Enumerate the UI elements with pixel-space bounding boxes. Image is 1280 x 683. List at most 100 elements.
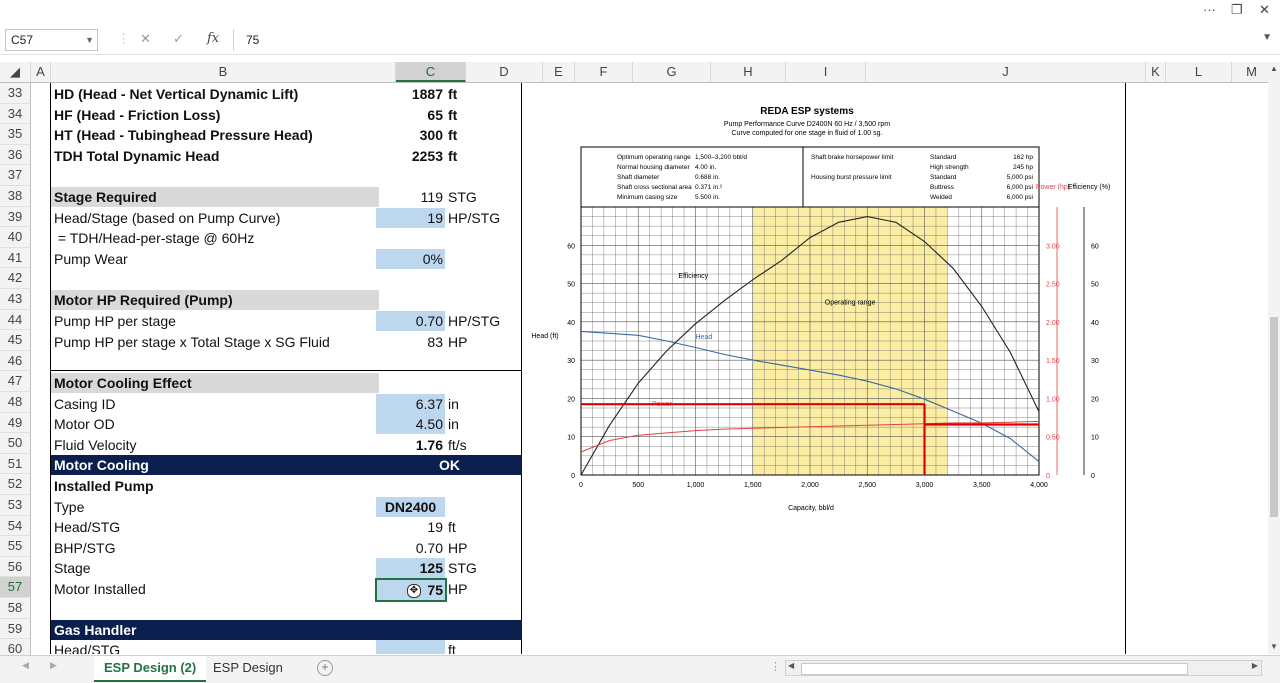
cell-c56[interactable]: 125 [376, 558, 445, 578]
row-header-55[interactable]: 55 [0, 536, 31, 557]
close-window-icon[interactable]: ✕ [1259, 2, 1270, 17]
cell-d49[interactable]: in [448, 416, 459, 432]
column-header-j[interactable]: J [866, 62, 1146, 82]
cell-d48[interactable]: in [448, 396, 459, 412]
expand-formula-icon[interactable]: ▼ [1262, 32, 1272, 43]
enter-icon[interactable]: ✓ [173, 31, 184, 46]
cell-b39[interactable]: Head/Stage (based on Pump Curve) [54, 210, 281, 226]
row-header-53[interactable]: 53 [0, 495, 31, 516]
cell-d50[interactable]: ft/s [448, 437, 467, 453]
cell-b41[interactable]: Pump Wear [54, 251, 128, 267]
cell-b43[interactable]: Motor HP Required (Pump) [51, 290, 379, 310]
row-header-35[interactable]: 35 [0, 124, 31, 145]
cell-b45[interactable]: Pump HP per stage x Total Stage x SG Flu… [54, 334, 330, 350]
cell-d36[interactable]: ft [448, 148, 458, 164]
cell-c60[interactable] [376, 640, 445, 654]
row-header-46[interactable]: 46 [0, 350, 31, 372]
column-header-c[interactable]: C [396, 62, 466, 82]
row-header-51[interactable]: 51 [0, 453, 31, 475]
tab-esp-design[interactable]: ESP Design [213, 660, 283, 675]
insert-function-icon[interactable]: fx [207, 31, 220, 46]
row-header-36[interactable]: 36 [0, 144, 31, 166]
cell-c34[interactable]: 65 [427, 107, 443, 123]
row-header-54[interactable]: 54 [0, 515, 31, 537]
cell-b57[interactable]: Motor Installed [54, 581, 146, 597]
column-header-k[interactable]: K [1146, 62, 1166, 82]
vertical-scroll-thumb[interactable] [1270, 317, 1278, 517]
cell-c50[interactable]: 1.76 [415, 437, 443, 453]
row-header-34[interactable]: 34 [0, 103, 31, 125]
cell-c41[interactable]: 0% [376, 249, 445, 269]
name-box[interactable]: C57 ▼ [5, 29, 98, 51]
cell-d39[interactable]: HP/STG [448, 210, 501, 226]
column-header-f[interactable]: F [575, 62, 633, 82]
row-header-39[interactable]: 39 [0, 206, 31, 228]
vertical-scrollbar[interactable]: ▲ ▼ [1268, 62, 1280, 654]
cell-d57[interactable]: HP [448, 581, 468, 597]
cell-c57-selected[interactable]: 75 [375, 578, 447, 602]
cell-b34[interactable]: HF (Head - Friction Loss) [54, 107, 221, 123]
cell-d56[interactable]: STG [448, 560, 477, 576]
pump-performance-chart[interactable]: REDA ESP systems Pump Performance Curve … [523, 83, 1126, 654]
more-options-icon[interactable]: ··· [1203, 2, 1216, 17]
row-header-47[interactable]: 47 [0, 371, 31, 392]
row-header-33[interactable]: 33 [0, 83, 31, 104]
add-sheet-icon[interactable]: + [317, 660, 333, 676]
horizontal-scrollbar[interactable]: ◀ ▶ [785, 660, 1262, 676]
cell-b36[interactable]: TDH Total Dynamic Head [54, 148, 220, 164]
scroll-down-icon[interactable]: ▼ [1270, 642, 1278, 651]
scroll-right-icon[interactable]: ▶ [1251, 661, 1258, 670]
cell-d35[interactable]: ft [448, 127, 458, 143]
horizontal-scroll-thumb[interactable] [801, 663, 1188, 675]
row-header-41[interactable]: 41 [0, 247, 31, 269]
row-header-56[interactable]: 56 [0, 556, 31, 578]
cell-c54[interactable]: 19 [427, 519, 443, 535]
select-all-corner[interactable]: ◢ [0, 62, 31, 82]
row-header-37[interactable]: 37 [0, 165, 31, 186]
column-header-g[interactable]: G [633, 62, 711, 82]
cell-d55[interactable]: HP [448, 540, 468, 556]
cell-b53[interactable]: Type [54, 499, 85, 515]
cell-c38[interactable]: 119 [420, 189, 443, 205]
cell-d54[interactable]: ft [448, 519, 456, 535]
row-header-52[interactable]: 52 [0, 474, 31, 495]
chevron-down-icon[interactable]: ▼ [85, 35, 94, 45]
tab-split-handle[interactable]: ⋮ [770, 661, 781, 673]
cell-c35[interactable]: 300 [419, 127, 443, 143]
row-header-58[interactable]: 58 [0, 598, 31, 619]
cell-b60[interactable]: Head/STG [54, 642, 121, 654]
worksheet-grid[interactable]: HD (Head - Net Vertical Dynamic Lift) 18… [31, 83, 1268, 654]
tab-scroll-left-icon[interactable]: ◀ [22, 660, 29, 670]
cell-b47[interactable]: Motor Cooling Effect [51, 373, 379, 393]
cell-c49[interactable]: 4.50 [376, 414, 445, 434]
cell-b51[interactable]: Motor Cooling OK [51, 455, 522, 475]
formula-input[interactable]: 75 [233, 29, 1280, 51]
cell-b50[interactable]: Fluid Velocity [54, 437, 137, 453]
column-header-m[interactable]: M [1232, 62, 1272, 82]
cell-d60[interactable]: ft [448, 642, 456, 654]
cell-c55[interactable]: 0.70 [415, 540, 443, 556]
cell-c53[interactable]: DN2400 [376, 497, 445, 517]
cell-d44[interactable]: HP/STG [448, 313, 501, 329]
cell-b54[interactable]: Head/STG [54, 519, 121, 535]
cell-d33[interactable]: ft [448, 86, 458, 102]
cell-b56[interactable]: Stage [54, 560, 91, 576]
column-header-d[interactable]: D [466, 62, 543, 82]
cell-b55[interactable]: BHP/STG [54, 540, 116, 556]
cell-d45[interactable]: HP [448, 334, 468, 350]
row-header-42[interactable]: 42 [0, 268, 31, 289]
cell-b48[interactable]: Casing ID [54, 396, 116, 412]
column-header-a[interactable]: A [31, 62, 51, 82]
row-header-49[interactable]: 49 [0, 412, 31, 434]
row-header-44[interactable]: 44 [0, 309, 31, 331]
row-header-40[interactable]: 40 [0, 227, 31, 248]
cell-b35[interactable]: HT (Head - Tubinghead Pressure Head) [54, 127, 313, 143]
cell-d38[interactable]: STG [448, 189, 477, 205]
restore-window-icon[interactable]: ❐ [1231, 2, 1243, 17]
cell-b33[interactable]: HD (Head - Net Vertical Dynamic Lift) [54, 86, 299, 102]
cell-c48[interactable]: 6.37 [376, 394, 445, 414]
cell-c33[interactable]: 1887 [411, 86, 443, 102]
row-header-43[interactable]: 43 [0, 289, 31, 310]
row-header-38[interactable]: 38 [0, 186, 31, 207]
column-header-b[interactable]: B [51, 62, 396, 82]
